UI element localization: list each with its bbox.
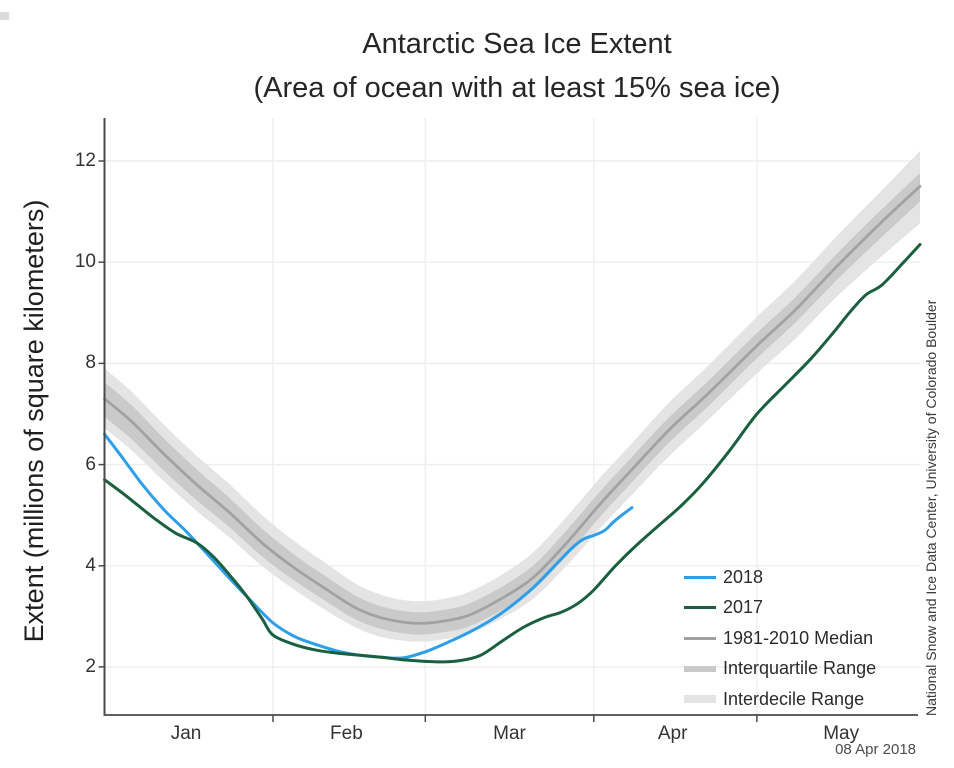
x-tick-label-apr: Apr [657,723,688,744]
chart-title: Antarctic Sea Ice Extent [362,28,672,60]
corner-artifact [0,12,9,20]
y-tick-label: 10 [74,251,96,273]
y-tick-label: 12 [74,150,96,171]
x-tick-label-feb: Feb [330,723,363,744]
legend-swatch-band [684,695,716,703]
legend-item-2018[interactable]: 2018 [684,562,763,592]
chart-subtitle: (Area of ocean with at least 15% sea ice… [253,72,781,104]
x-tick-label-may: May [823,723,860,744]
legend-item-interdecile-range[interactable]: Interdecile Range [684,684,864,714]
legend-item-1981-2010-median[interactable]: 1981-2010 Median [684,623,873,653]
legend-item-interquartile-range[interactable]: Interquartile Range [684,654,876,684]
legend-swatch-line [684,575,716,579]
date-stamp: 08 Apr 2018 [835,741,916,758]
series-line-1981-2010-median[interactable] [103,184,922,625]
x-tick-label-jan: Jan [170,723,202,744]
series-line-2017[interactable] [103,243,922,664]
legend-label: Interquartile Range [723,658,877,678]
y-tick-label: 6 [85,453,96,475]
legend-label: Interdecile Range [723,688,865,709]
legend-swatch-line [684,606,716,609]
legend-item-2017[interactable]: 2017 [684,593,763,623]
credit-text: National Snow and Ice Data Center, Unive… [923,299,939,716]
band-interdecile-range[interactable] [104,150,921,642]
y-tick-label: 4 [85,554,96,576]
legend-swatch-band [684,665,716,672]
legend-label: 2018 [723,566,764,587]
legend-label: 1981-2010 Median [723,627,874,648]
legend-swatch-line [684,636,716,640]
y-tick-label: 8 [85,352,96,374]
chart-title-block: Antarctic Sea Ice Extent (Area of ocean … [80,22,954,110]
x-tick-label-mar: Mar [493,723,526,744]
legend-label: 2017 [723,597,764,617]
y-tick-label: 2 [85,655,96,677]
